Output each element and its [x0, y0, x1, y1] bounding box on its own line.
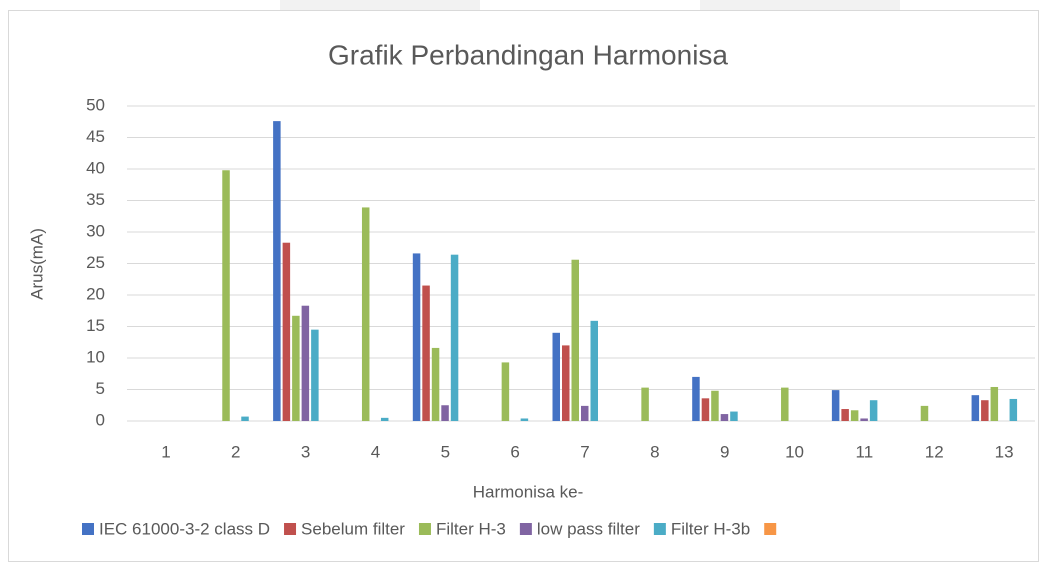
bar: [720, 414, 729, 421]
bar: [869, 400, 878, 421]
bar: [1009, 398, 1018, 421]
x-tick-label: 13: [995, 442, 1014, 461]
bar: [581, 405, 589, 421]
y-tick-label: 25: [86, 253, 105, 272]
bar: [831, 390, 840, 421]
bar: [241, 416, 249, 421]
bar: [552, 332, 560, 421]
chart-title: Grafik Perbandingan Harmonisa: [328, 39, 728, 70]
bar: [562, 345, 570, 421]
bar: [380, 417, 389, 421]
bar: [292, 315, 300, 421]
x-tick-label: 11: [856, 442, 874, 461]
bar: [781, 387, 789, 421]
bar: [692, 376, 700, 421]
x-tick-label: 8: [650, 442, 659, 461]
bar: [641, 387, 649, 421]
bar: [282, 242, 291, 421]
x-tick-label: 3: [301, 442, 310, 461]
x-tick-label: 4: [371, 442, 380, 461]
y-tick-label: 40: [86, 158, 105, 177]
legend-swatch: [653, 523, 666, 535]
bar: [841, 409, 849, 421]
tab: [700, 0, 900, 10]
legend-swatch: [519, 523, 532, 535]
y-tick-label: 35: [86, 190, 105, 209]
bar: [520, 418, 529, 421]
bar: [450, 254, 459, 421]
bar: [981, 400, 989, 421]
legend-label: Sebelum filter: [301, 519, 405, 538]
bar: [441, 405, 449, 421]
x-tick-label: 10: [785, 442, 804, 461]
bar: [590, 320, 598, 421]
x-tick-label: 6: [510, 442, 519, 461]
y-tick-label: 15: [86, 316, 105, 335]
bar: [850, 410, 859, 421]
bar: [571, 259, 579, 421]
x-tick-label: 7: [580, 442, 589, 461]
bar: [501, 362, 510, 421]
x-tick-label: 5: [441, 442, 450, 461]
x-tick-label: 1: [161, 442, 170, 461]
legend-label: low pass filter: [537, 519, 640, 538]
bar: [711, 390, 719, 421]
bar: [222, 170, 230, 421]
x-tick-label: 12: [925, 442, 944, 461]
legend-label: IEC 61000-3-2 class D: [99, 519, 270, 538]
x-axis-label: Harmonisa ke-: [473, 482, 584, 501]
bar: [860, 418, 868, 421]
bar: [920, 405, 929, 421]
y-tick-label: 20: [86, 284, 105, 303]
x-tick-label: 2: [231, 442, 240, 461]
y-tick-label: 10: [86, 347, 105, 366]
legend-swatch: [418, 523, 431, 535]
bar: [311, 329, 319, 421]
bar: [361, 207, 370, 421]
bar: [273, 121, 281, 422]
bar: [301, 305, 310, 421]
legend-swatch: [284, 523, 297, 535]
y-tick-label: 45: [86, 127, 105, 146]
bar: [431, 347, 440, 421]
x-tick-label: 9: [720, 442, 729, 461]
y-axis-label: Arus(mA): [27, 228, 46, 300]
y-tick-label: 50: [86, 95, 105, 114]
y-tick-label: 30: [86, 221, 105, 240]
legend-swatch: [764, 523, 777, 535]
bar: [971, 395, 980, 421]
bar: [412, 253, 421, 421]
bar: [422, 285, 430, 421]
legend-label: Filter H-3b: [671, 519, 750, 538]
y-tick-label: 5: [96, 379, 105, 398]
bar: [701, 398, 710, 421]
bar: [990, 386, 999, 421]
tab: [280, 0, 480, 10]
bar: [730, 411, 738, 421]
y-tick-label: 0: [96, 410, 105, 429]
legend-label: Filter H-3: [436, 519, 506, 538]
legend-swatch: [82, 523, 94, 535]
